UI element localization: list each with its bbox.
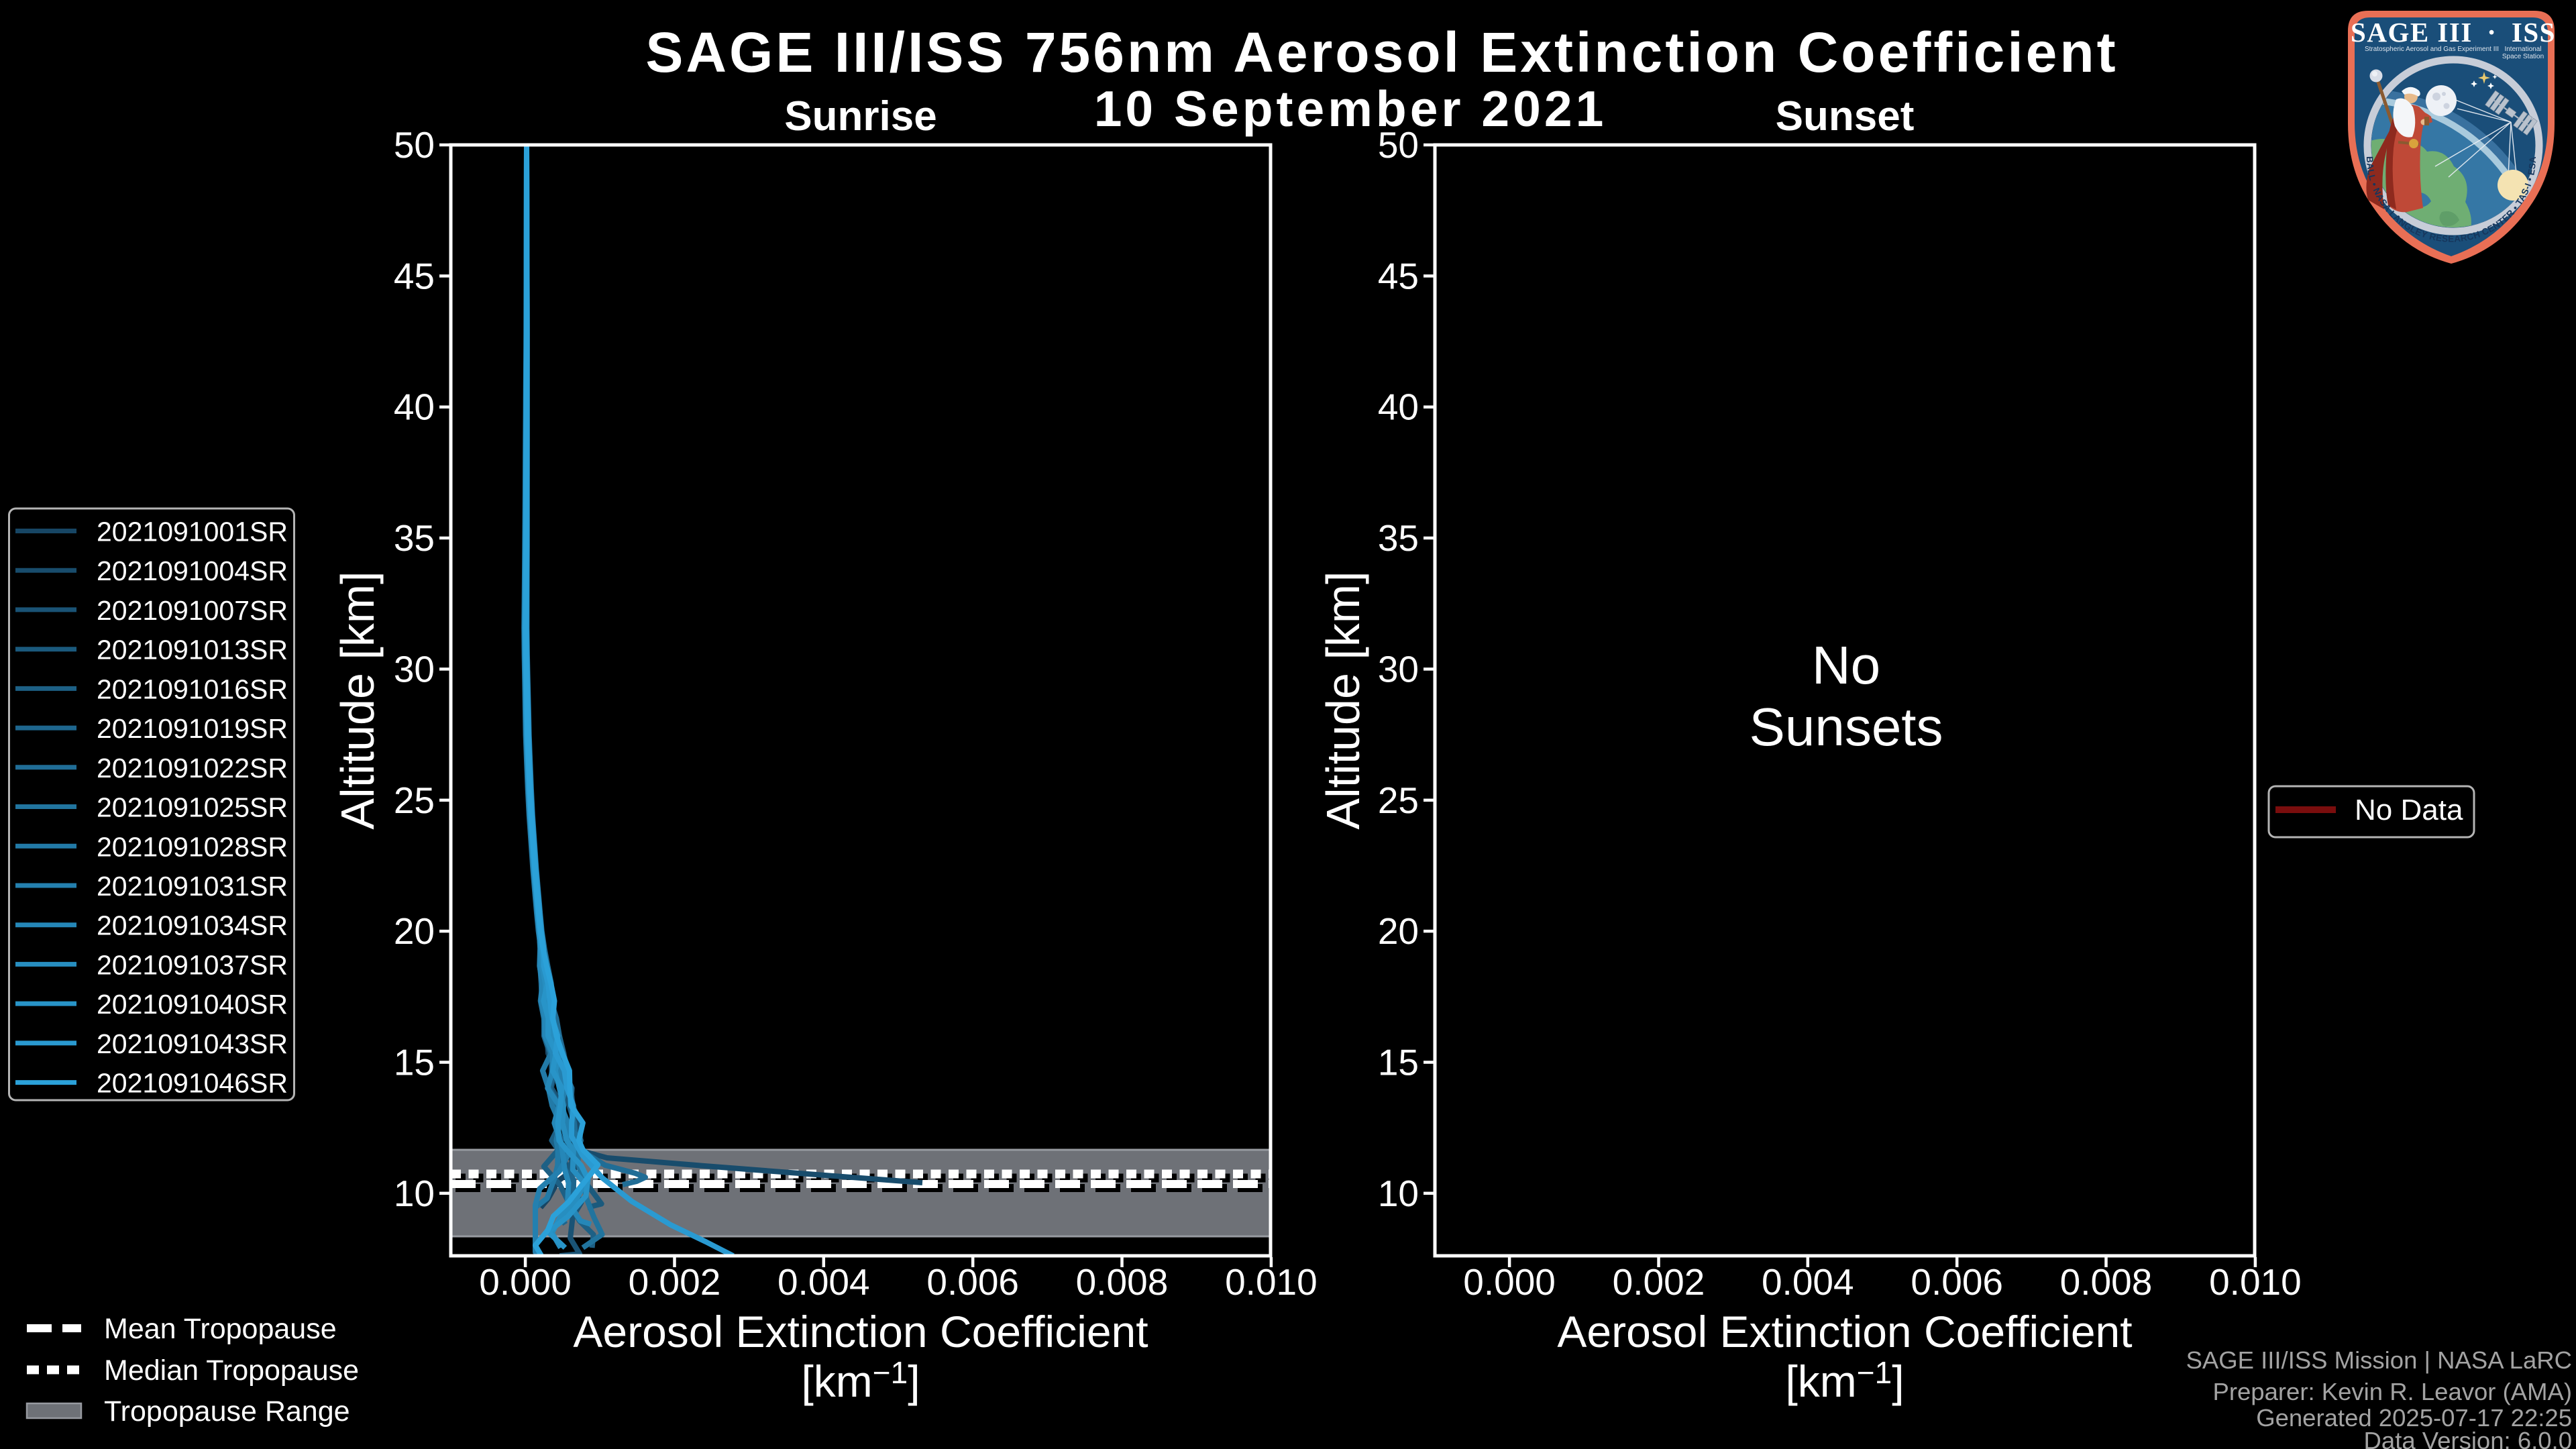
svg-text:45: 45 <box>1378 255 1419 297</box>
svg-text:Generated 2025-07-17 22:25: Generated 2025-07-17 22:25 <box>2256 1404 2572 1432</box>
svg-text:20: 20 <box>394 910 435 952</box>
svg-text:Stratospheric Aerosol and Gas: Stratospheric Aerosol and Gas Experiment… <box>2365 46 2499 53</box>
svg-text:0.000: 0.000 <box>479 1261 572 1303</box>
svg-text:20: 20 <box>1378 910 1419 952</box>
svg-text:10: 10 <box>394 1173 435 1214</box>
svg-text:Mean Tropopause: Mean Tropopause <box>104 1313 337 1345</box>
svg-text:2021091022SR: 2021091022SR <box>97 753 288 784</box>
svg-text:0.010: 0.010 <box>2209 1261 2302 1303</box>
svg-text:Altitude [km]: Altitude [km] <box>1317 571 1369 829</box>
svg-text:Preparer: Kevin R. Leavor (AMA: Preparer: Kevin R. Leavor (AMA) <box>2212 1378 2572 1405</box>
svg-text:2021091025SR: 2021091025SR <box>97 792 288 823</box>
svg-text:0.004: 0.004 <box>777 1261 870 1303</box>
svg-text:35: 35 <box>1378 517 1419 559</box>
svg-text:Data Version: 6.0.0: Data Version: 6.0.0 <box>2364 1427 2572 1449</box>
svg-text:2021091031SR: 2021091031SR <box>97 871 288 902</box>
svg-text:Altitude [km]: Altitude [km] <box>331 571 384 829</box>
svg-text:Aerosol Extinction Coefficient: Aerosol Extinction Coefficient <box>573 1307 1148 1356</box>
svg-text:15: 15 <box>394 1042 435 1083</box>
svg-text:SAGE III/ISS 756nm Aerosol Ext: SAGE III/ISS 756nm Aerosol Extinction Co… <box>645 21 2118 84</box>
svg-text:Sunsets: Sunsets <box>1749 697 1943 757</box>
svg-text:0.008: 0.008 <box>2060 1261 2153 1303</box>
svg-text:Median Tropopause: Median Tropopause <box>104 1354 359 1387</box>
svg-text:45: 45 <box>394 255 435 297</box>
svg-text:No: No <box>1812 635 1880 695</box>
svg-text:SAGE III/ISS Mission | NASA La: SAGE III/ISS Mission | NASA LaRC <box>2186 1346 2572 1374</box>
svg-text:50: 50 <box>394 124 435 166</box>
svg-text:2021091004SR: 2021091004SR <box>97 555 288 586</box>
svg-text:30: 30 <box>1378 648 1419 690</box>
svg-text:25: 25 <box>1378 780 1419 821</box>
svg-text:0.000: 0.000 <box>1463 1261 1556 1303</box>
svg-text:10 September 2021: 10 September 2021 <box>1094 80 1607 137</box>
svg-text:SAGE III · ISS: SAGE III · ISS <box>2351 17 2556 48</box>
svg-text:0.010: 0.010 <box>1225 1261 1318 1303</box>
svg-text:2021091043SR: 2021091043SR <box>97 1028 288 1059</box>
svg-text:50: 50 <box>1378 124 1419 166</box>
svg-text:2021091046SR: 2021091046SR <box>97 1068 288 1099</box>
svg-text:35: 35 <box>394 517 435 559</box>
svg-text:40: 40 <box>1378 386 1419 428</box>
svg-text:2021091028SR: 2021091028SR <box>97 831 288 862</box>
svg-text:25: 25 <box>394 780 435 821</box>
svg-text:No Data: No Data <box>2355 794 2463 826</box>
svg-text:Sunset: Sunset <box>1776 93 1915 140</box>
svg-text:0.004: 0.004 <box>1762 1261 1854 1303</box>
svg-text:Tropopause Range: Tropopause Range <box>104 1395 350 1428</box>
svg-text:2021091037SR: 2021091037SR <box>97 949 288 980</box>
svg-text:2021091016SR: 2021091016SR <box>97 674 288 704</box>
svg-text:2021091013SR: 2021091013SR <box>97 635 288 665</box>
svg-text:2021091019SR: 2021091019SR <box>97 713 288 744</box>
svg-text:0.006: 0.006 <box>926 1261 1019 1303</box>
svg-text:0.002: 0.002 <box>629 1261 721 1303</box>
svg-text:Sunrise: Sunrise <box>784 93 936 140</box>
svg-text:2021091040SR: 2021091040SR <box>97 989 288 1020</box>
svg-text:0.008: 0.008 <box>1076 1261 1169 1303</box>
svg-text:0.006: 0.006 <box>1911 1261 2003 1303</box>
svg-text:International: International <box>2504 46 2541 53</box>
svg-text:Aerosol Extinction Coefficient: Aerosol Extinction Coefficient <box>1557 1307 2132 1356</box>
svg-text:10: 10 <box>1378 1173 1419 1214</box>
svg-text:2021091001SR: 2021091001SR <box>97 517 288 547</box>
svg-text:Space Station: Space Station <box>2502 53 2544 60</box>
svg-text:2021091007SR: 2021091007SR <box>97 595 288 626</box>
svg-text:40: 40 <box>394 386 435 428</box>
svg-text:30: 30 <box>394 648 435 690</box>
svg-text:0.002: 0.002 <box>1613 1261 1705 1303</box>
svg-text:15: 15 <box>1378 1042 1419 1083</box>
svg-text:2021091034SR: 2021091034SR <box>97 910 288 941</box>
